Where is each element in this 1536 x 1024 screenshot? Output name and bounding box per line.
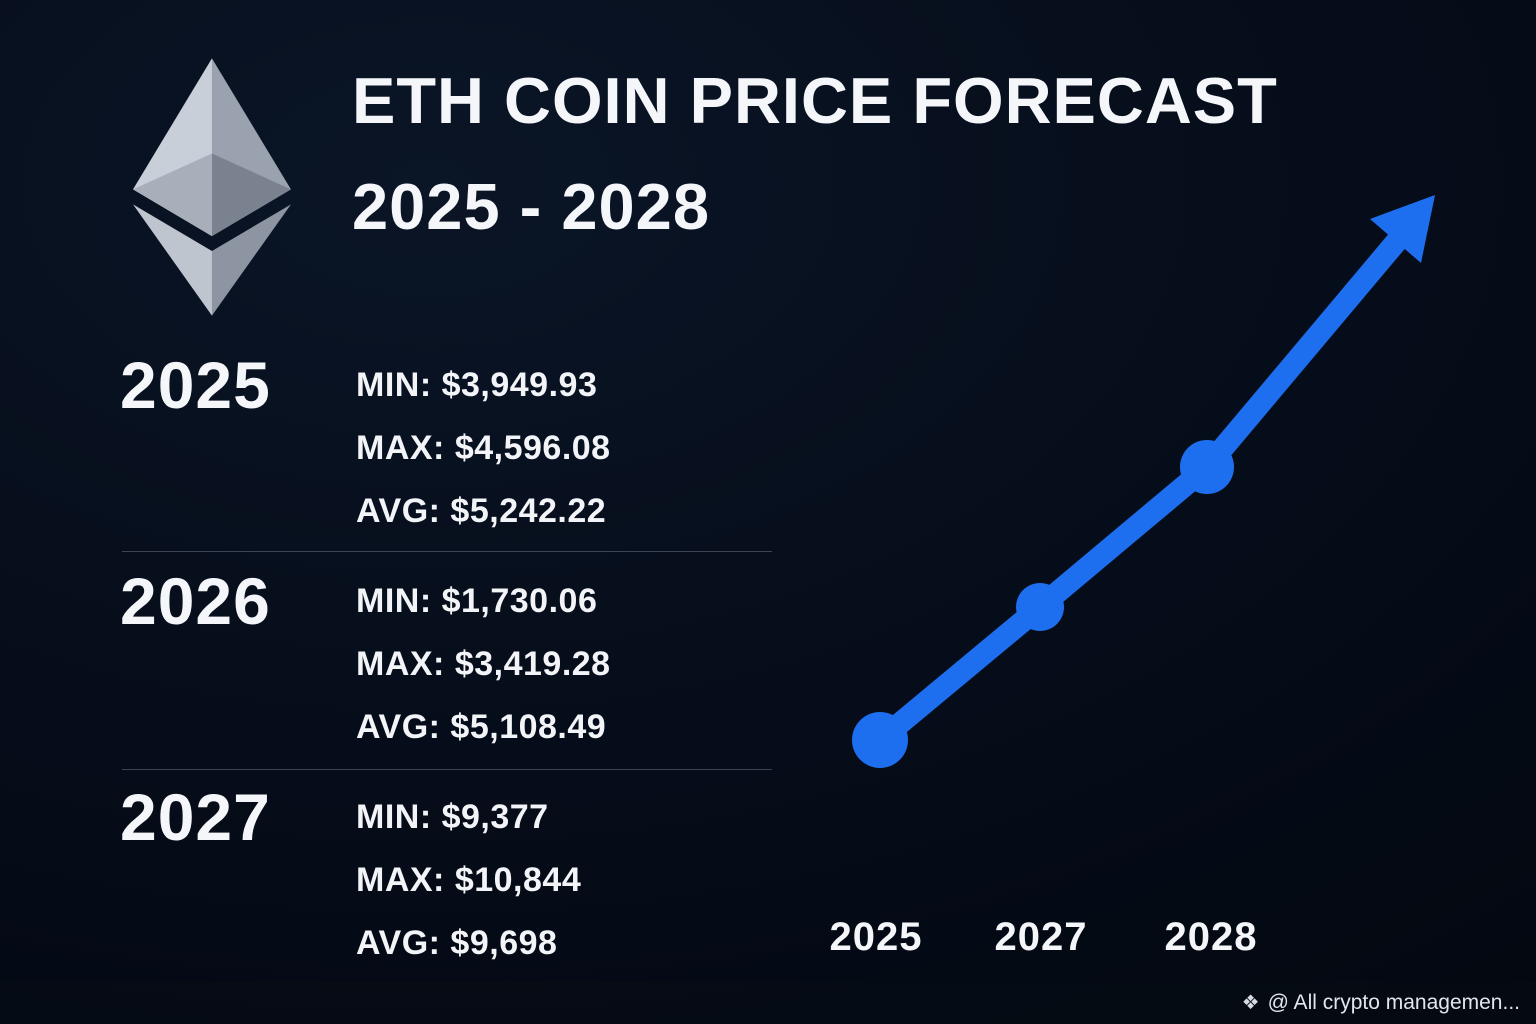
arrow-head-icon (1370, 195, 1435, 263)
footer-bar: ❖ @ All crypto managemen... (0, 982, 1536, 1024)
data-point-2027 (1016, 583, 1064, 631)
avg-value: AVG: $5,108.49 (356, 708, 607, 746)
year-stats: MIN: $1,730.06 MAX: $3,419.28 AVG: $5,10… (356, 566, 611, 759)
min-value: MIN: $1,730.06 (356, 582, 598, 620)
max-value: MAX: $4,596.08 (356, 429, 611, 467)
year-label: 2025 (120, 348, 271, 422)
max-value: MAX: $10,844 (356, 861, 582, 899)
x-label-2028: 2028 (1164, 915, 1258, 959)
forecast-row-2027: 2027 MIN: $9,377 MAX: $10,844 AVG: $9,69… (120, 782, 581, 975)
page-title: ETH COIN PRICE FORECAST 2025 - 2028 (352, 48, 1278, 260)
row-divider (122, 551, 772, 552)
year-label: 2027 (120, 780, 271, 854)
trend-chart (820, 160, 1500, 820)
max-value: MAX: $3,419.28 (356, 645, 611, 683)
data-point-2028 (1180, 440, 1234, 494)
year-stats: MIN: $9,377 MAX: $10,844 AVG: $9,698 (356, 782, 581, 975)
min-value: MIN: $9,377 (356, 798, 549, 836)
page-title-line1: ETH COIN PRICE FORECAST (352, 64, 1278, 137)
diamond-cluster-icon: ❖ (1241, 992, 1260, 1014)
row-divider (122, 769, 772, 770)
data-point-2025 (852, 712, 908, 768)
avg-value: AVG: $5,242.22 (356, 492, 607, 530)
ethereum-logo-icon (133, 58, 291, 316)
trend-line (869, 230, 1408, 751)
forecast-row-2026: 2026 MIN: $1,730.06 MAX: $3,419.28 AVG: … (120, 566, 611, 759)
x-label-2025: 2025 (829, 915, 923, 959)
min-value: MIN: $3,949.93 (356, 366, 598, 404)
page-title-line2: 2025 - 2028 (352, 170, 710, 243)
year-stats: MIN: $3,949.93 MAX: $4,596.08 AVG: $5,24… (356, 350, 611, 543)
year-label: 2026 (120, 564, 271, 638)
credit-text: @ All crypto managemen... (1267, 991, 1520, 1014)
forecast-row-2025: 2025 MIN: $3,949.93 MAX: $4,596.08 AVG: … (120, 350, 611, 543)
avg-value: AVG: $9,698 (356, 924, 558, 962)
x-label-2027: 2027 (994, 915, 1088, 959)
